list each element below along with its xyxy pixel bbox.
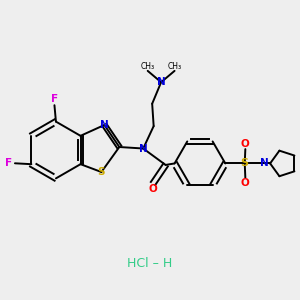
Text: CH₃: CH₃: [168, 61, 182, 70]
Text: HCl – H: HCl – H: [128, 257, 172, 270]
Text: S: S: [241, 158, 249, 168]
Text: CH₃: CH₃: [141, 61, 155, 70]
Text: F: F: [5, 158, 12, 168]
Text: O: O: [148, 184, 157, 194]
Text: N: N: [260, 158, 268, 168]
Text: N: N: [100, 120, 109, 130]
Text: O: O: [241, 139, 250, 149]
Text: F: F: [51, 94, 58, 103]
Text: O: O: [241, 178, 250, 188]
Text: N: N: [139, 143, 148, 154]
Text: S: S: [98, 167, 105, 177]
Text: N: N: [157, 77, 166, 87]
